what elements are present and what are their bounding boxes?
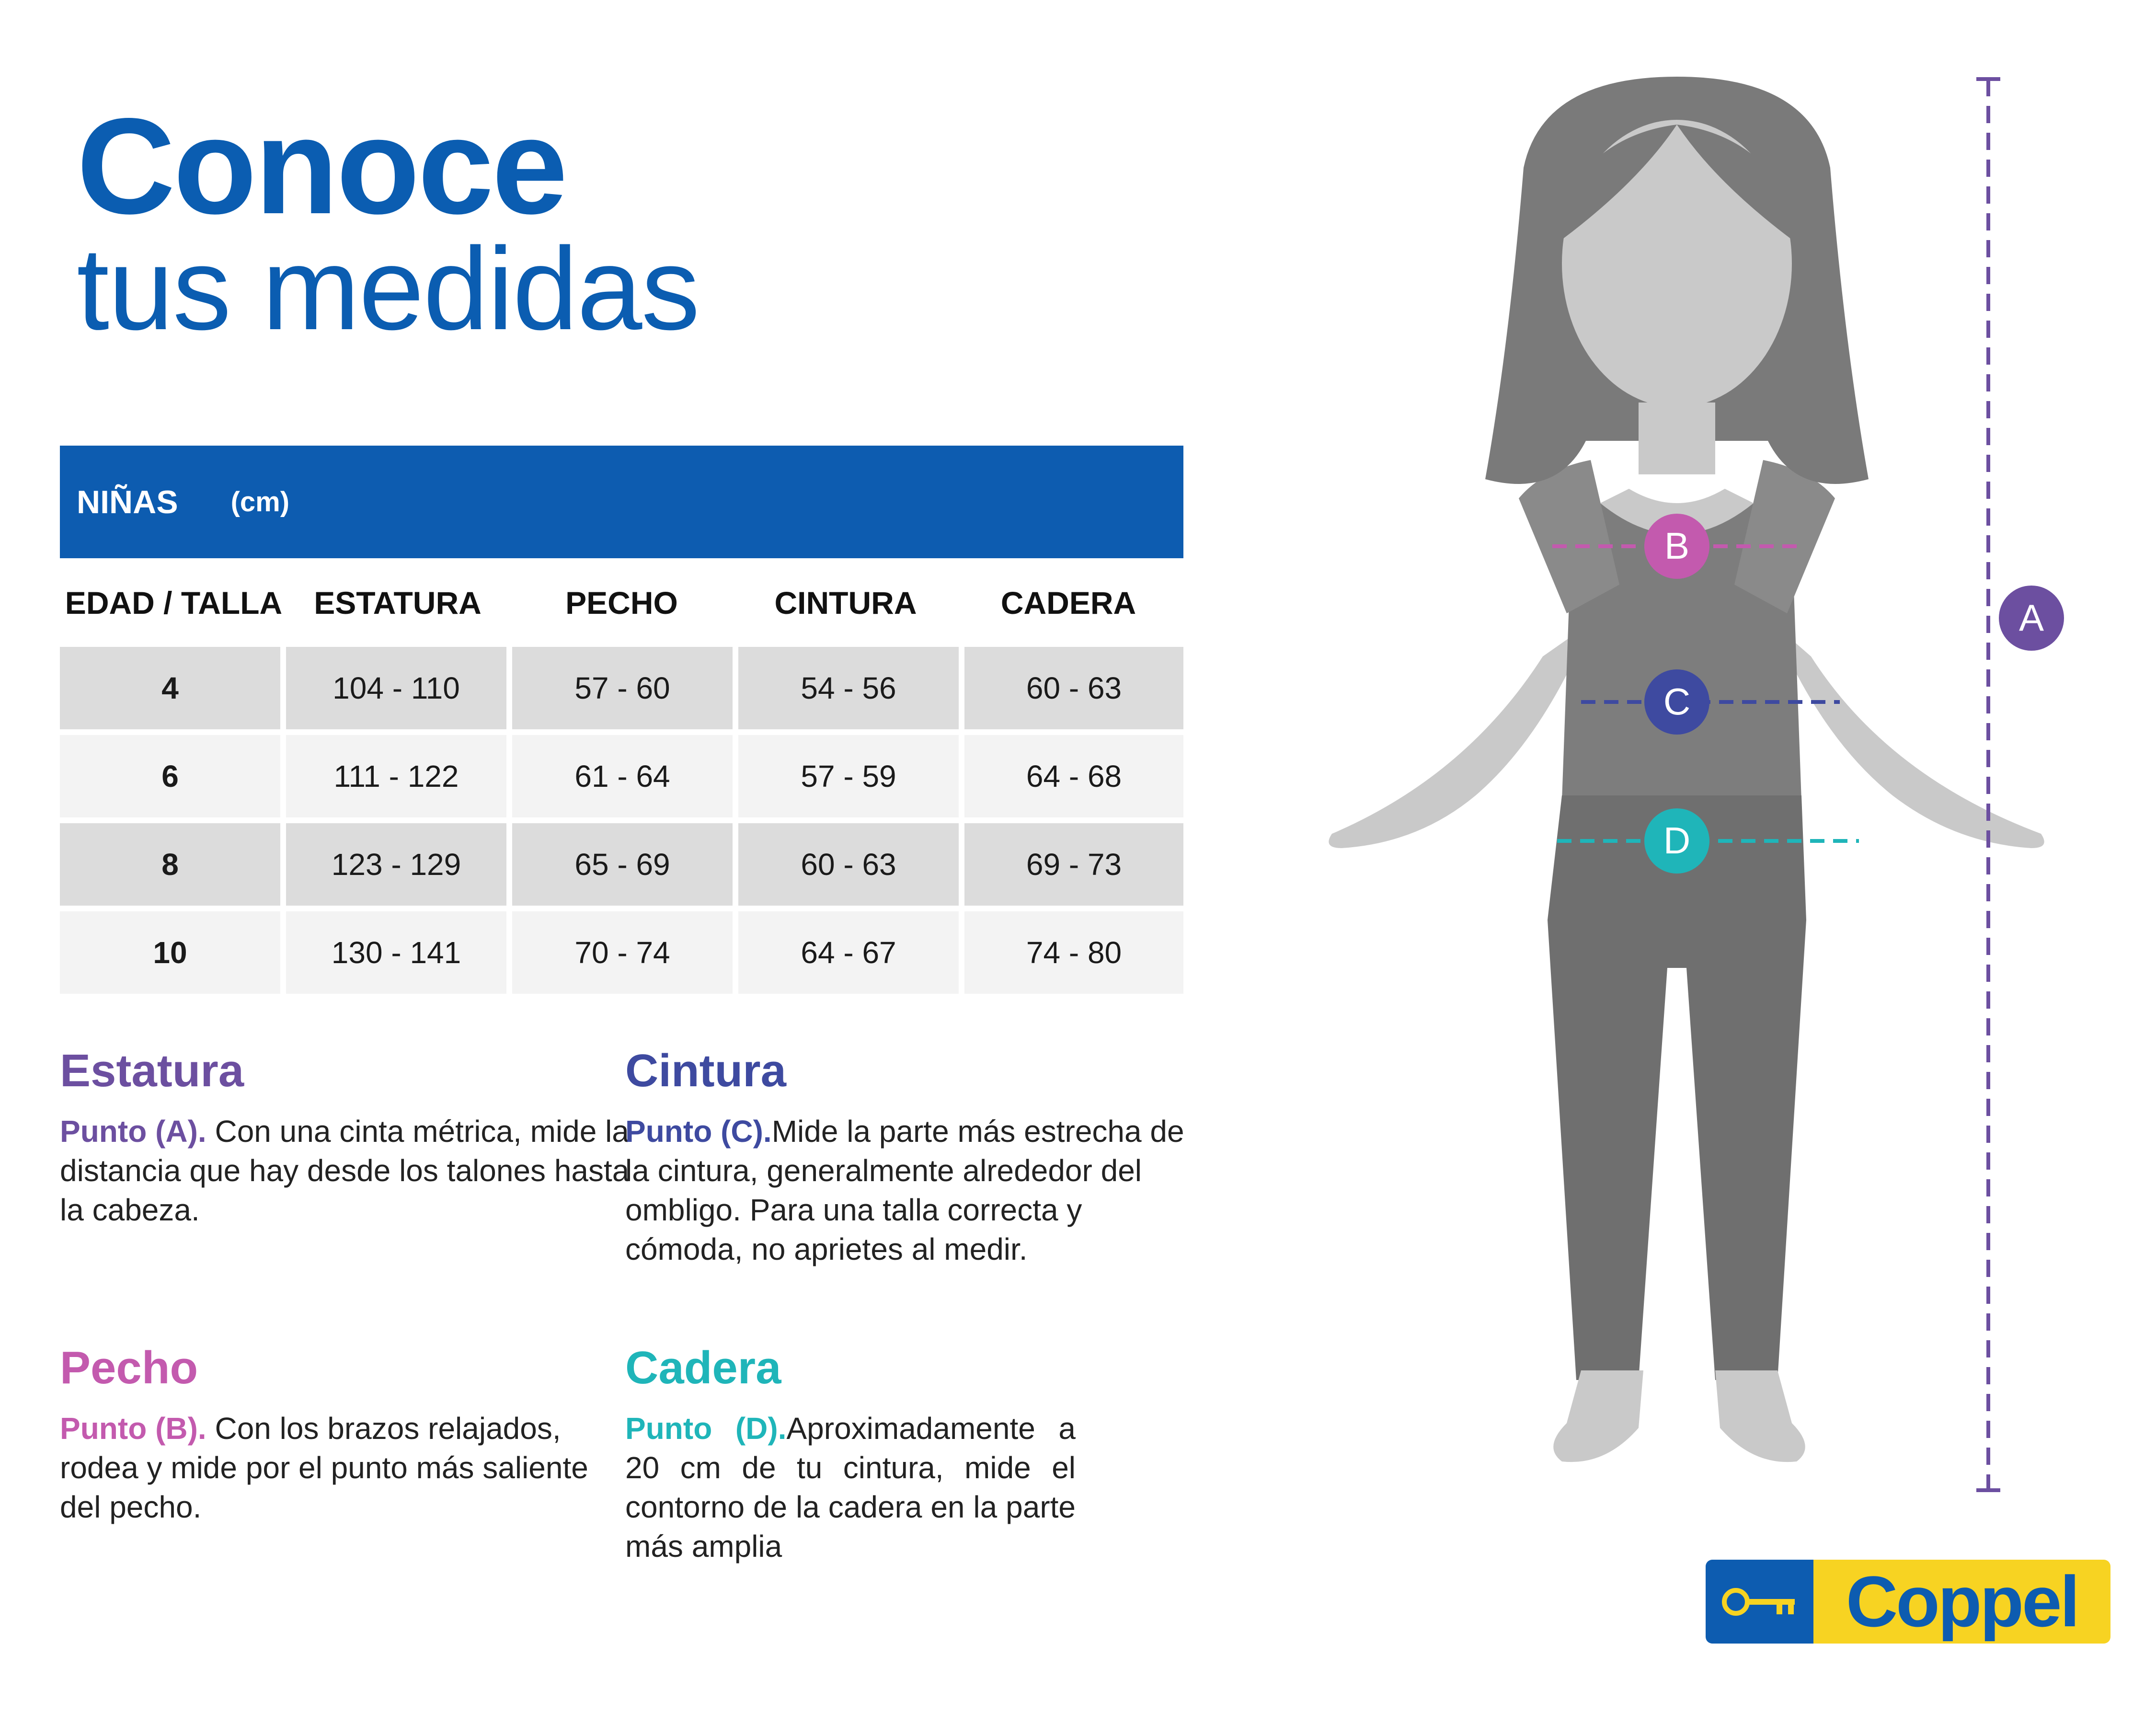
column-header: ESTATURA xyxy=(314,585,482,621)
section-body: Mide la parte más estrecha de la cintura… xyxy=(625,1114,1184,1266)
table-cell: 54 - 56 xyxy=(738,647,959,729)
column-header: PECHO xyxy=(565,585,678,621)
marker-b-label: B xyxy=(1664,525,1689,567)
point-label: Punto (C). xyxy=(625,1114,772,1149)
brand-name: Coppel xyxy=(1813,1560,2110,1644)
section-body: Con los brazos relajados, rodea y mide p… xyxy=(60,1411,588,1524)
coppel-logo: Coppel xyxy=(1706,1560,2110,1644)
table-cell: 6 xyxy=(60,735,280,817)
table-row: 10 130 - 141 70 - 74 64 - 67 74 - 80 xyxy=(60,911,1183,994)
section-body: Aproximadamente a 20 cm de tu cintura, m… xyxy=(625,1411,1076,1564)
marker-d-label: D xyxy=(1663,819,1690,862)
marker-a: A xyxy=(1999,586,2064,651)
size-table: NIÑAS (cm) EDAD / TALLA ESTATURA PECHO C… xyxy=(60,446,1183,1000)
section-title: Cintura xyxy=(625,1045,786,1096)
body-silhouette xyxy=(1329,77,2044,1462)
table-cell: 69 - 73 xyxy=(964,823,1183,906)
title-line-1: Conoce xyxy=(77,90,568,242)
info-estatura: Estatura Punto (A). Con una cinta métric… xyxy=(60,1045,635,1230)
table-unit: (cm) xyxy=(230,486,290,518)
section-title: Cadera xyxy=(625,1342,781,1393)
table-row: 8 123 - 129 65 - 69 60 - 63 69 - 73 xyxy=(60,823,1183,906)
section-text: Punto (D).Aproximadamente a 20 cm de tu … xyxy=(625,1409,1076,1566)
column-headers: EDAD / TALLA ESTATURA PECHO CINTURA CADE… xyxy=(60,558,1183,647)
table-cell: 111 - 122 xyxy=(286,735,506,817)
table-cell: 70 - 74 xyxy=(512,911,733,994)
info-cintura: Cintura Punto (C).Mide la parte más estr… xyxy=(625,1045,1200,1269)
table-cell: 61 - 64 xyxy=(512,735,733,817)
title-line-2: tus medidas xyxy=(77,223,700,354)
table-cell: 10 xyxy=(60,911,280,994)
table-row: 4 104 - 110 57 - 60 54 - 56 60 - 63 xyxy=(60,647,1183,729)
table-cell: 8 xyxy=(60,823,280,906)
section-text: Punto (C).Mide la parte más estrecha de … xyxy=(625,1112,1200,1269)
table-cell: 60 - 63 xyxy=(964,647,1183,729)
section-title: Pecho xyxy=(60,1342,198,1393)
marker-c: C xyxy=(1644,669,1709,735)
key-icon xyxy=(1706,1560,1813,1644)
table-row: 6 111 - 122 61 - 64 57 - 59 64 - 68 xyxy=(60,735,1183,817)
table-cell: 64 - 67 xyxy=(738,911,959,994)
marker-a-label: A xyxy=(2019,597,2044,639)
marker-b: B xyxy=(1644,514,1709,579)
point-label: Punto (B). xyxy=(60,1411,206,1446)
table-cell: 130 - 141 xyxy=(286,911,506,994)
point-label: Punto (A). xyxy=(60,1114,206,1149)
info-cadera: Cadera Punto (D).Aproximadamente a 20 cm… xyxy=(625,1342,1076,1566)
marker-c-label: C xyxy=(1663,680,1690,723)
table-header-label: NIÑAS xyxy=(77,483,178,520)
page-title: Conoce tus medidas xyxy=(77,90,700,354)
table-cell: 123 - 129 xyxy=(286,823,506,906)
table-body: 4 104 - 110 57 - 60 54 - 56 60 - 63 6 11… xyxy=(60,647,1183,994)
column-header: CADERA xyxy=(1000,585,1136,621)
table-cell: 74 - 80 xyxy=(964,911,1183,994)
table-header: NIÑAS (cm) xyxy=(60,446,1183,558)
table-cell: 60 - 63 xyxy=(738,823,959,906)
point-label: Punto (D). xyxy=(625,1411,787,1446)
table-cell: 65 - 69 xyxy=(512,823,733,906)
table-cell: 64 - 68 xyxy=(964,735,1183,817)
section-text: Punto (A). Con una cinta métrica, mide l… xyxy=(60,1112,635,1230)
info-pecho: Pecho Punto (B). Con los brazos relajado… xyxy=(60,1342,635,1527)
table-cell: 57 - 59 xyxy=(738,735,959,817)
section-body: Con una cinta métrica, mide la distancia… xyxy=(60,1114,630,1227)
table-cell: 4 xyxy=(60,647,280,729)
section-text: Punto (B). Con los brazos relajados, rod… xyxy=(60,1409,635,1527)
table-cell: 104 - 110 xyxy=(286,647,506,729)
marker-d: D xyxy=(1644,808,1709,874)
column-header: EDAD / TALLA xyxy=(65,585,283,621)
child-figure: A B C D xyxy=(1329,77,2064,1492)
table-cell: 57 - 60 xyxy=(512,647,733,729)
column-header: CINTURA xyxy=(774,585,917,621)
section-title: Estatura xyxy=(60,1045,244,1096)
